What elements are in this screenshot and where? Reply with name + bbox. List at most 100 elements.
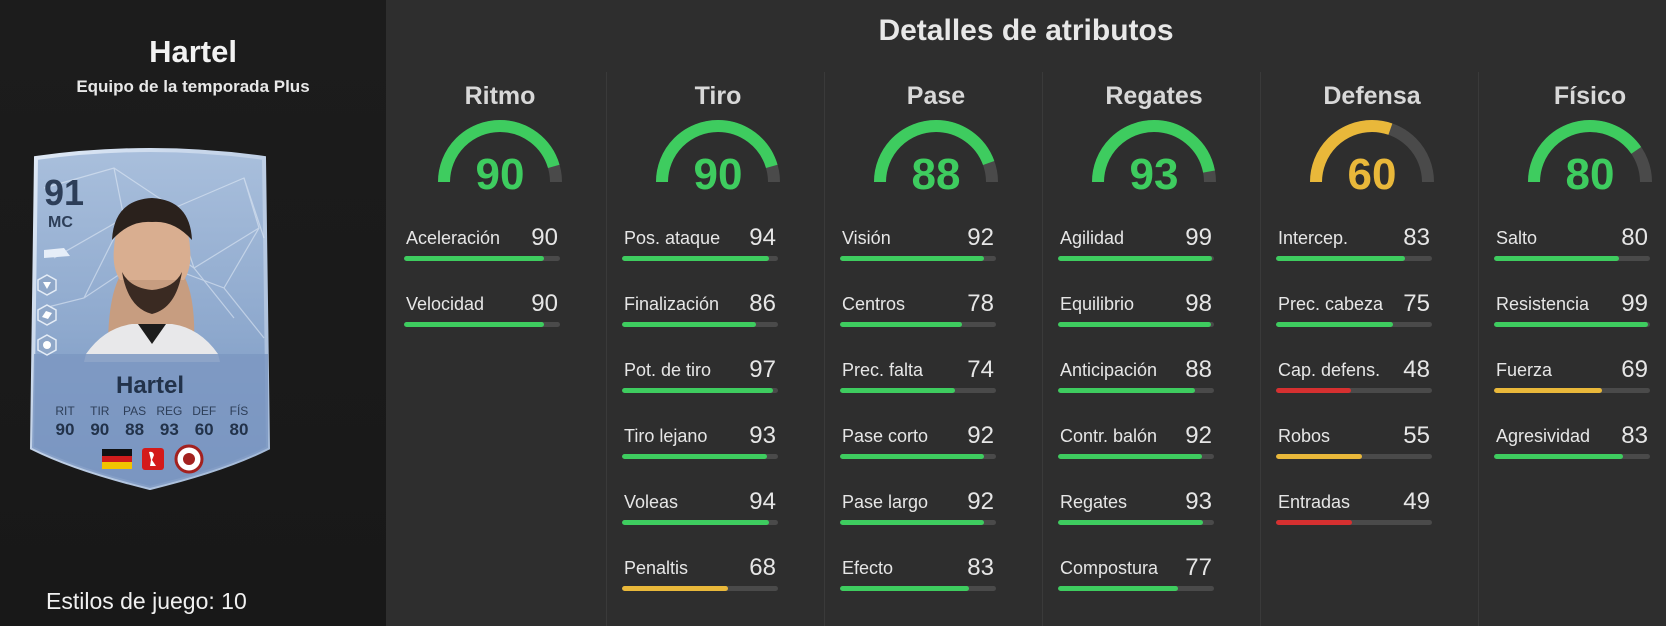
attribute-name: Regates (1060, 492, 1128, 512)
playstyle-icon (37, 334, 57, 356)
gauge-fill (874, 120, 998, 183)
attribute-value: 97 (749, 356, 776, 383)
card-stat-value: 88 (125, 420, 145, 439)
attribute-bar-fill (622, 520, 769, 525)
attribute-bar-fill (622, 454, 768, 459)
card-stat-value: 90 (55, 420, 75, 439)
attribute-name: Equilibrio (1060, 294, 1135, 314)
attribute-bar-track (840, 520, 996, 525)
attribute-row: Tiro lejano 93 (620, 420, 780, 460)
attribute-name: Pase corto (842, 426, 929, 446)
attribute-bar-fill (404, 322, 545, 327)
category-title: Tiro (694, 82, 742, 110)
attribute-bar-fill (622, 586, 729, 591)
attribute-name: Fuerza (1496, 360, 1553, 380)
attribute-row: Cap. defens. 48 (1274, 354, 1434, 394)
attribute-name: Aceleración (406, 228, 501, 248)
category-title: Pase (906, 82, 966, 110)
column-divider (1260, 72, 1261, 626)
attribute-value: 83 (967, 554, 994, 581)
card-player-name: Hartel (115, 372, 185, 399)
attribute-value: 92 (967, 488, 994, 515)
card-stat: REG 93 (152, 404, 186, 440)
attribute-bar-track (1494, 388, 1650, 393)
player-card[interactable]: 91 MC Hartel RIT 90 TIR 90 PAS 88 REG 93 DEF 60 FÍ… (24, 148, 276, 494)
player-card-type: Equipo de la temporada Plus (76, 77, 310, 96)
attribute-value: 55 (1403, 422, 1430, 449)
category-value: 80 (1565, 150, 1615, 199)
attribute-row: Finalización 86 (620, 288, 780, 328)
attribute-bar-fill (840, 322, 962, 327)
bundesliga-logo-icon (142, 448, 164, 470)
attribute-bar-track (840, 388, 996, 393)
attribute-bar-track (1058, 256, 1214, 261)
category-ritmo: Ritmo 90 Aceleración 90 Velocidad 90 (402, 0, 620, 626)
attribute-row: Aceleración 90 (402, 222, 562, 262)
attribute-bar-fill (840, 586, 970, 591)
category-title: Ritmo (464, 82, 536, 110)
attribute-bar-fill (622, 388, 774, 393)
card-stat-label: REG (156, 404, 183, 418)
attribute-bar-track (404, 322, 560, 327)
gauge-fill (1528, 120, 1652, 183)
attribute-value: 86 (749, 290, 776, 317)
attribute-row: Salto 80 (1492, 222, 1652, 262)
attribute-bar-track (404, 256, 560, 261)
attribute-value: 69 (1621, 356, 1648, 383)
player-name: Hartel (149, 34, 237, 69)
attribute-value: 78 (967, 290, 994, 317)
club-crest-icon (174, 444, 204, 474)
attribute-value: 93 (1185, 488, 1212, 515)
category-gauge: 88 (872, 118, 1000, 199)
attribute-name: Prec. cabeza (1278, 294, 1384, 314)
player-panel: Hartel Equipo de la temporada Plus (0, 0, 386, 626)
attribute-bar-fill (1494, 454, 1624, 459)
attribute-row: Centros 78 (838, 288, 998, 328)
attribute-row: Regates 93 (1056, 486, 1216, 526)
column-divider (1042, 72, 1043, 626)
attribute-value: 92 (967, 422, 994, 449)
category-value: 90 (475, 150, 525, 199)
attribute-name: Centros (842, 294, 906, 314)
attribute-value: 48 (1403, 356, 1430, 383)
column-divider (606, 72, 607, 626)
category-value: 93 (1129, 150, 1179, 199)
attribute-row: Prec. falta 74 (838, 354, 998, 394)
attribute-bar-fill (1058, 454, 1202, 459)
attribute-bar-track (1276, 388, 1432, 393)
attribute-name: Prec. falta (842, 360, 924, 380)
category-gauge: 93 (1090, 118, 1218, 199)
attribute-bar-track (1058, 454, 1214, 459)
attribute-bar-track (1058, 520, 1214, 525)
category-title: Físico (1553, 82, 1627, 110)
attribute-bar-fill (1276, 256, 1406, 261)
attribute-row: Anticipación 88 (1056, 354, 1216, 394)
category-title: Defensa (1323, 82, 1421, 110)
attribute-value: 83 (1621, 422, 1648, 449)
attribute-row: Agilidad 99 (1056, 222, 1216, 262)
attribute-bar-fill (1276, 388, 1351, 393)
attribute-value: 94 (749, 224, 776, 251)
attribute-value: 49 (1403, 488, 1430, 515)
attribute-row: Penaltis 68 (620, 552, 780, 592)
attribute-name: Agilidad (1060, 228, 1125, 248)
attribute-row: Prec. cabeza 75 (1274, 288, 1434, 328)
attribute-bar-fill (622, 256, 769, 261)
attribute-bar-track (840, 454, 996, 459)
attribute-bar-fill (840, 520, 984, 525)
card-rating: 91 (44, 172, 85, 213)
attribute-bar-track (1276, 454, 1432, 459)
attribute-name: Pase largo (842, 492, 929, 512)
attribute-value: 92 (967, 224, 994, 251)
attribute-row: Compostura 77 (1056, 552, 1216, 592)
attribute-name: Contr. balón (1060, 426, 1158, 446)
attribute-name: Entradas (1278, 492, 1351, 512)
attribute-row: Visión 92 (838, 222, 998, 262)
attribute-bar-fill (840, 388, 956, 393)
attribute-value: 98 (1185, 290, 1212, 317)
attribute-name: Voleas (624, 492, 679, 512)
attribute-bar-fill (1494, 388, 1602, 393)
card-stat-value: 93 (159, 420, 179, 439)
attribute-row: Intercep. 83 (1274, 222, 1434, 262)
attribute-bar-track (622, 322, 778, 327)
